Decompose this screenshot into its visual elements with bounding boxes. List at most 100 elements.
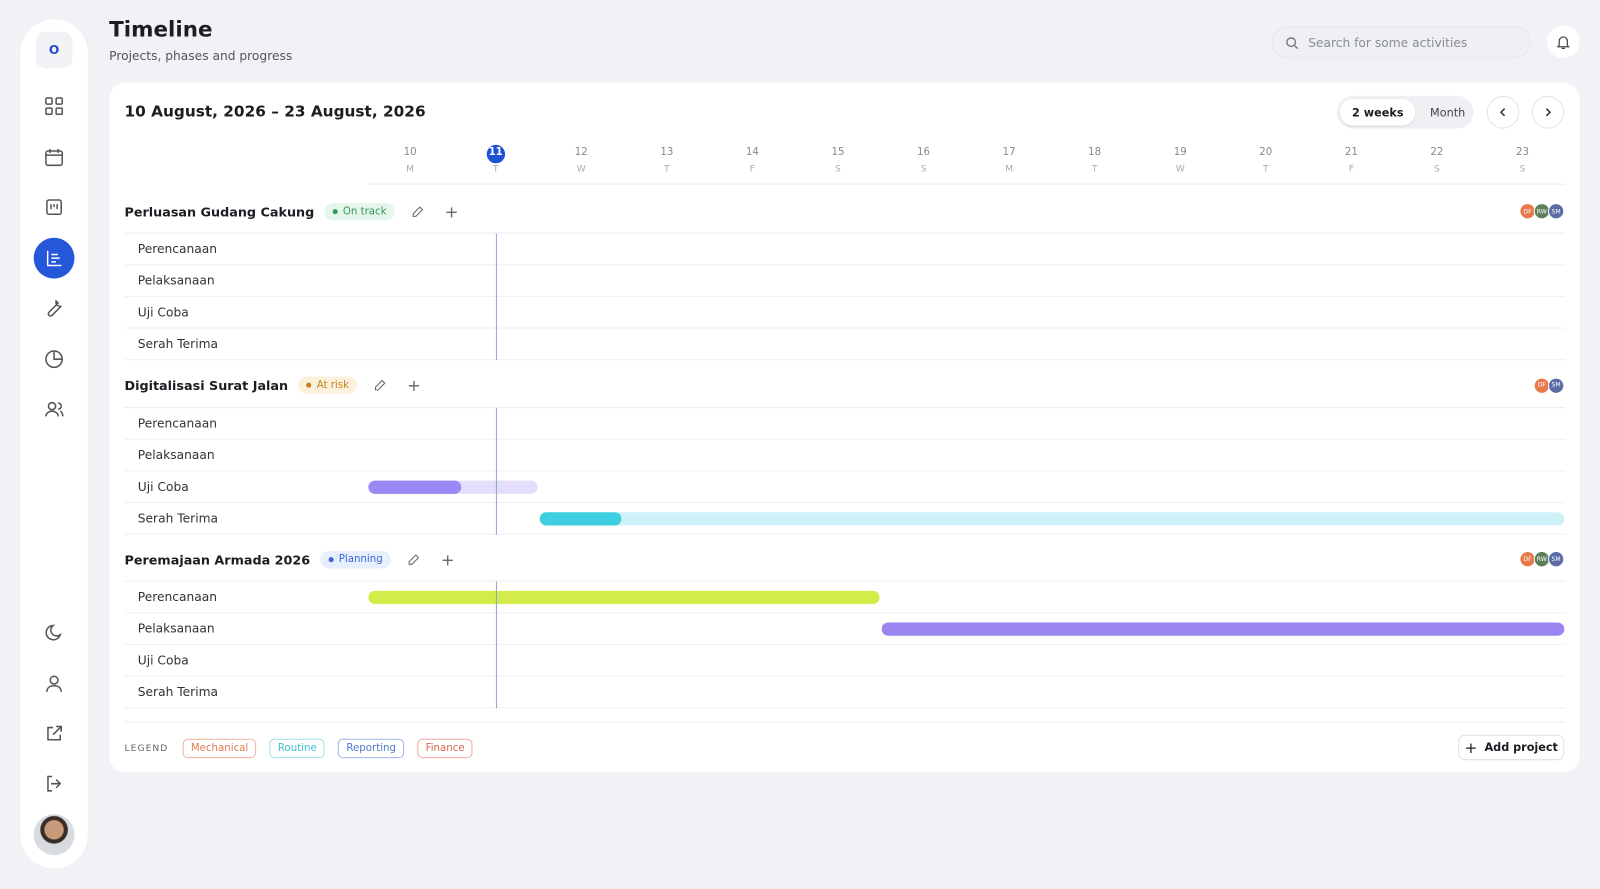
phase-name: Pelaksanaan	[137, 273, 215, 288]
row-divider	[124, 675, 1566, 677]
status-label: Planning	[338, 553, 383, 565]
phase-name: Perencanaan	[137, 415, 218, 431]
legend-label: LEGEND	[124, 743, 169, 754]
search-placeholder: Search for some activities	[1308, 35, 1468, 50]
page-title: Timeline	[109, 17, 213, 42]
logo[interactable]: O	[35, 31, 73, 69]
notifications[interactable]	[1546, 25, 1580, 59]
row-divider	[124, 327, 1566, 329]
day-number: 13	[660, 146, 674, 159]
edit-button[interactable]	[407, 553, 420, 566]
edit-button[interactable]	[411, 205, 424, 218]
legend-chip: Reporting	[338, 738, 405, 759]
team-icon[interactable]	[44, 399, 64, 419]
edit-button[interactable]	[373, 379, 386, 392]
row-divider	[124, 643, 1566, 645]
add-phase-button[interactable]: +	[444, 201, 459, 221]
day-number: 14	[745, 146, 759, 159]
tools-icon[interactable]	[44, 298, 64, 318]
row-divider	[124, 533, 1566, 535]
weekday: F	[1348, 164, 1355, 175]
external-icon[interactable]	[44, 723, 64, 743]
weekday: M	[406, 164, 415, 175]
add-project-button[interactable]: + Add project	[1458, 734, 1565, 761]
add-phase-button[interactable]: +	[407, 375, 421, 395]
phase-bar-progress	[539, 511, 622, 525]
weekday: S	[920, 164, 927, 175]
calendar-icon[interactable]	[44, 147, 64, 167]
weekday: T	[1263, 164, 1269, 175]
add-project-label: Add project	[1484, 740, 1558, 755]
row-divider	[124, 501, 1566, 503]
status-dot	[332, 208, 338, 214]
weekday: S	[1519, 164, 1526, 175]
row-divider	[124, 359, 1566, 361]
phase-bar-track	[539, 511, 1565, 525]
phase-name: Uji Coba	[137, 653, 189, 668]
today-line	[495, 581, 497, 709]
phase-name: Perencanaan	[137, 241, 218, 257]
day-number: 19	[1173, 146, 1187, 159]
view-option[interactable]: Month	[1430, 105, 1466, 119]
day-number: 20	[1259, 146, 1273, 159]
day-number: 15	[831, 146, 845, 159]
logout-icon[interactable]	[44, 773, 64, 793]
dashboard-icon[interactable]	[44, 96, 64, 116]
weekday: W	[1175, 164, 1185, 175]
status-dot	[306, 382, 312, 388]
timeline-card	[109, 82, 1580, 773]
phase-name: Serah Terima	[137, 510, 219, 525]
user-avatar[interactable]	[33, 814, 75, 856]
timeline-icon	[46, 250, 62, 267]
sidebar: O	[20, 19, 88, 869]
status-dot	[328, 556, 334, 562]
bottom-divider	[124, 721, 1566, 723]
weekday: W	[576, 164, 586, 175]
add-phase-button[interactable]: +	[440, 549, 455, 569]
date-range: 10 August, 2026 – 23 August, 2026	[124, 102, 426, 121]
legend-chip: Routine	[269, 738, 325, 759]
pencil-icon	[412, 205, 424, 217]
weekday: M	[1005, 164, 1014, 175]
status-badge: At risk	[298, 376, 358, 394]
avatar: RW	[1533, 551, 1550, 568]
day-number: 10	[403, 146, 417, 159]
project-divider	[124, 232, 1566, 234]
dark-mode-icon[interactable]	[44, 622, 64, 642]
profile-icon[interactable]	[44, 673, 64, 693]
pencil-icon	[374, 379, 386, 391]
day-number: 22	[1430, 146, 1444, 159]
bell-icon	[1556, 36, 1570, 49]
next-button[interactable]	[1531, 95, 1565, 129]
weekday: T	[1091, 164, 1098, 175]
phase-bar-progress	[368, 480, 462, 494]
avatar: SM	[1547, 551, 1565, 568]
board-icon[interactable]	[44, 197, 64, 217]
chevron-right	[1545, 108, 1552, 117]
weekday: S	[1434, 164, 1440, 175]
reports-icon[interactable]	[44, 349, 64, 369]
view-option[interactable]: 2 weeks	[1339, 98, 1416, 126]
project-header: Digitalisasi Surat Jalan At risk +	[124, 362, 420, 409]
timeline-nav-active[interactable]	[33, 237, 75, 279]
project-name: Digitalisasi Surat Jalan	[124, 377, 289, 393]
weekday: T	[492, 164, 499, 175]
legend-chip: Mechanical	[182, 738, 257, 759]
status-label: At risk	[316, 379, 349, 391]
legend-chip: Finance	[417, 738, 473, 759]
prev-button[interactable]	[1486, 95, 1520, 129]
avatar: SM	[1547, 377, 1565, 394]
project-divider	[124, 580, 1566, 582]
search-box[interactable]: Search for some activities	[1271, 26, 1531, 59]
status-badge: On track	[324, 202, 395, 220]
project-divider	[124, 406, 1566, 408]
row-divider	[124, 707, 1566, 709]
plus-icon: +	[1464, 738, 1478, 757]
page-subtitle: Projects, phases and progress	[109, 48, 293, 64]
phase-name: Perencanaan	[137, 589, 218, 605]
phase-name: Pelaksanaan	[137, 447, 215, 462]
view-toggle: 2 weeks Month	[1336, 95, 1474, 129]
weekday: T	[664, 164, 670, 175]
phase-bar	[881, 622, 1565, 636]
